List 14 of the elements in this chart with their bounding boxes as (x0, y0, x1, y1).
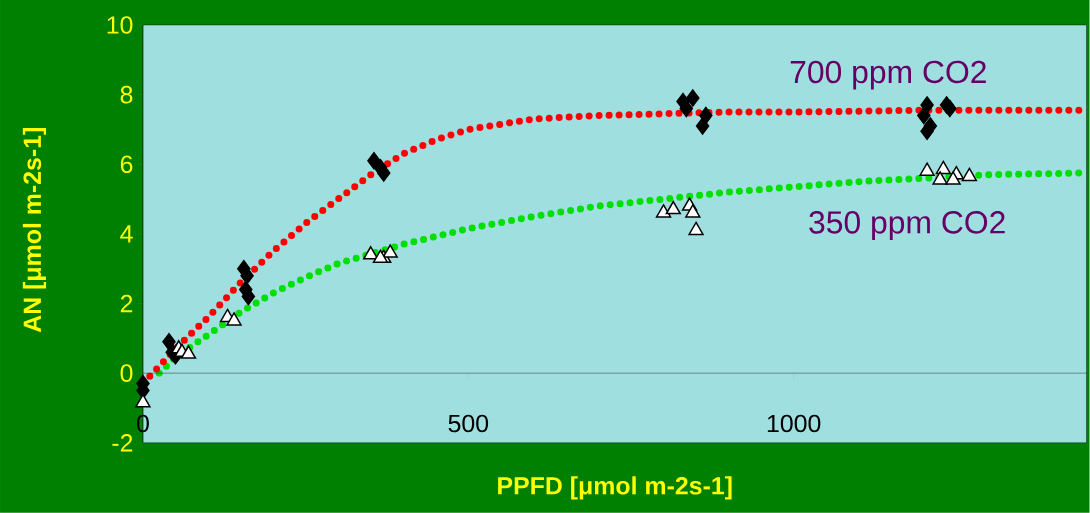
y-tick-label: 4 (120, 225, 133, 243)
y-tick-label: 0 (120, 364, 133, 383)
x-tick-label: 1000 (767, 414, 821, 433)
x-axis-title: PPFD [μmol m-2s-1] (498, 476, 732, 500)
y-axis-title: AN [μmol m-2s-1] (22, 128, 47, 333)
x-tick-label: 0 (136, 414, 149, 433)
y-tick-label: 8 (120, 85, 133, 104)
y-tick-label: -2 (112, 434, 133, 452)
y-tick-label: 6 (120, 155, 133, 174)
x-tick-label: 500 (448, 414, 489, 433)
y-tick-label: 2 (120, 294, 133, 313)
annotation: 700 ppm CO2 (790, 60, 986, 90)
y-tick-label: 10 (107, 16, 133, 34)
annotation: 350 ppm CO2 (809, 211, 1005, 241)
